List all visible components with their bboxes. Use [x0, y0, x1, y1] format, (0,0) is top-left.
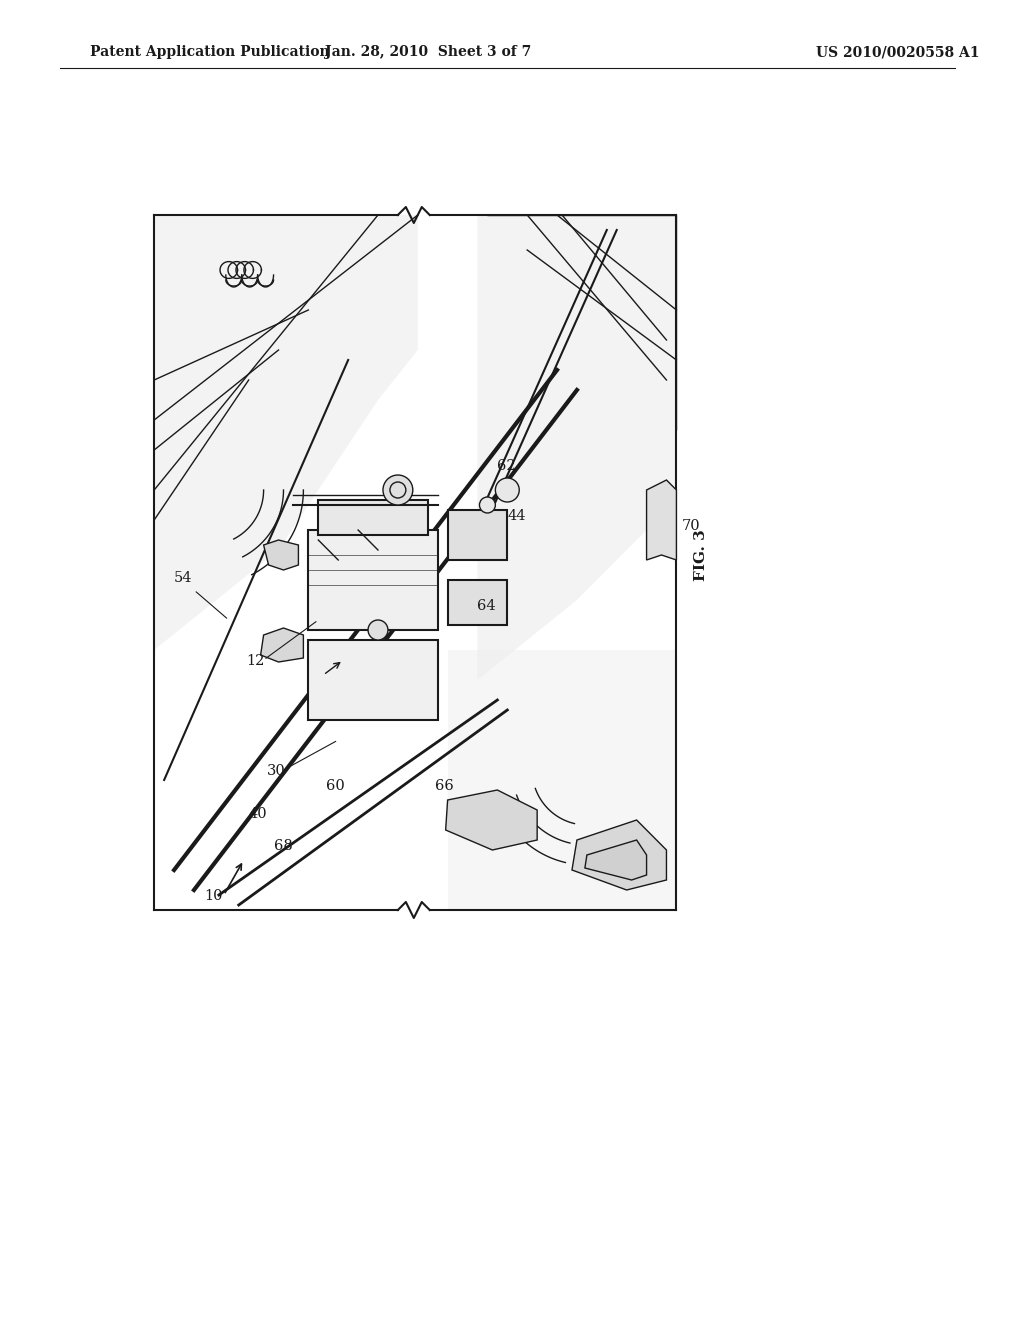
Text: 30: 30: [266, 764, 286, 777]
Text: 54: 54: [174, 572, 193, 585]
Text: 64: 64: [477, 599, 496, 612]
Text: 60: 60: [327, 779, 345, 793]
Polygon shape: [263, 540, 298, 570]
FancyBboxPatch shape: [308, 531, 437, 630]
Text: 70: 70: [681, 519, 700, 533]
Text: 40: 40: [249, 807, 267, 821]
Polygon shape: [445, 789, 538, 850]
Polygon shape: [477, 215, 677, 680]
Text: Jan. 28, 2010  Sheet 3 of 7: Jan. 28, 2010 Sheet 3 of 7: [325, 45, 530, 59]
Text: 12: 12: [247, 653, 265, 668]
Circle shape: [383, 475, 413, 506]
Text: 62: 62: [498, 459, 516, 473]
Text: FIG. 3: FIG. 3: [694, 529, 709, 581]
Polygon shape: [155, 215, 418, 649]
Polygon shape: [261, 628, 303, 663]
Text: 44: 44: [507, 510, 525, 523]
Polygon shape: [572, 820, 667, 890]
Polygon shape: [646, 480, 677, 560]
Bar: [318, 500, 428, 535]
Text: Patent Application Publication: Patent Application Publication: [89, 45, 329, 59]
Polygon shape: [585, 840, 646, 880]
Bar: [447, 579, 507, 624]
Polygon shape: [447, 649, 677, 909]
Text: 10: 10: [204, 888, 222, 903]
Text: US 2010/0020558 A1: US 2010/0020558 A1: [816, 45, 979, 59]
Text: 66: 66: [435, 779, 454, 793]
Circle shape: [368, 620, 388, 640]
Text: 68: 68: [273, 840, 292, 853]
Circle shape: [479, 498, 496, 513]
Bar: [308, 640, 437, 719]
Bar: [447, 510, 507, 560]
Circle shape: [496, 478, 519, 502]
